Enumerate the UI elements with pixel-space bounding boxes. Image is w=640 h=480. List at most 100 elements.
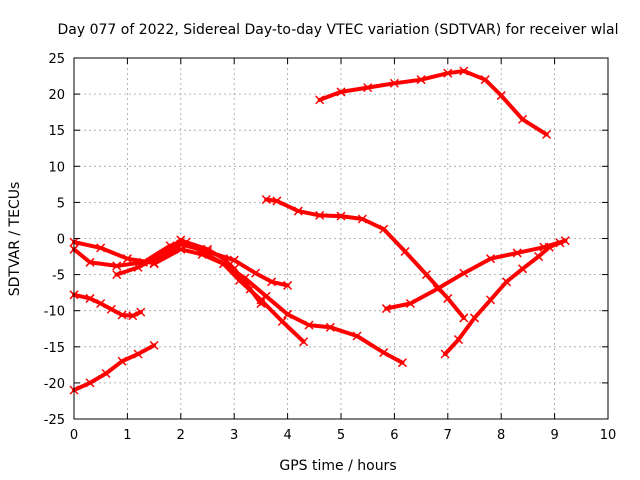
- data-point: [261, 291, 271, 301]
- data-point-stroke: [485, 295, 496, 305]
- data-point-stroke: [315, 210, 325, 220]
- series-s7: [261, 194, 469, 323]
- grid: [74, 58, 608, 419]
- data-point: [133, 262, 143, 272]
- data-point: [267, 277, 277, 287]
- data-point-stroke: [443, 68, 453, 78]
- y-axis-title: SDTVAR / TECUs: [7, 182, 23, 297]
- data-point: [453, 335, 464, 345]
- data-point-stroke: [397, 358, 407, 368]
- data-point-stroke: [96, 298, 106, 309]
- data-point: [443, 293, 453, 303]
- data-point: [560, 236, 570, 246]
- data-point: [176, 235, 186, 245]
- data-point-stroke: [440, 349, 450, 359]
- data-point: [518, 264, 528, 274]
- y-tick-label: 15: [48, 124, 65, 139]
- data-point-stroke: [122, 254, 132, 264]
- x-tick-label: 3: [230, 428, 238, 443]
- y-tick-label: 5: [57, 196, 65, 211]
- data-point: [299, 337, 309, 347]
- data-point: [218, 259, 229, 269]
- data-point: [101, 368, 111, 379]
- data-point-stroke: [459, 313, 469, 323]
- data-point: [256, 295, 266, 305]
- data-point-stroke: [299, 337, 309, 347]
- series-line: [72, 343, 157, 393]
- data-point-stroke: [261, 194, 271, 205]
- x-tick-label: 8: [497, 428, 505, 443]
- data-point-stroke: [267, 277, 277, 287]
- data-point: [440, 349, 450, 359]
- data-point-stroke: [176, 235, 186, 245]
- data-point-stroke: [485, 254, 496, 264]
- data-point: [315, 95, 325, 105]
- data-point-stroke: [85, 293, 95, 303]
- data-point-stroke: [459, 66, 469, 76]
- data-point: [416, 75, 426, 85]
- data-point-stroke: [443, 293, 453, 303]
- series-line: [384, 238, 568, 311]
- data-point-stroke: [459, 268, 469, 278]
- x-tick-label: 7: [444, 428, 452, 443]
- data-point: [325, 322, 335, 332]
- data-point: [261, 194, 271, 205]
- data-point-stroke: [96, 243, 106, 253]
- data-point-stroke: [534, 252, 544, 262]
- data-point-stroke: [136, 307, 146, 317]
- series-s2: [69, 290, 146, 321]
- data-point: [480, 75, 490, 85]
- data-point-stroke: [261, 291, 271, 301]
- data-point-stroke: [518, 264, 528, 274]
- y-tick-label: 25: [48, 52, 65, 67]
- y-tick-label: -5: [52, 269, 65, 284]
- data-point-stroke: [112, 261, 122, 271]
- data-point: [122, 254, 132, 264]
- data-point: [496, 91, 506, 101]
- data-point: [272, 196, 282, 206]
- data-point: [197, 249, 207, 259]
- data-point: [352, 331, 362, 341]
- data-point-stroke: [283, 280, 293, 290]
- data-point: [379, 224, 389, 234]
- y-tick-label: -25: [44, 413, 65, 428]
- data-point-stroke: [352, 331, 362, 341]
- data-point: [459, 313, 469, 323]
- data-point-stroke: [315, 95, 325, 105]
- data-point: [106, 304, 116, 314]
- y-tick-label: 10: [48, 160, 65, 175]
- data-point-stroke: [496, 91, 506, 101]
- data-series: [69, 66, 570, 395]
- data-point: [112, 270, 122, 280]
- data-point: [379, 348, 389, 358]
- data-point-stroke: [502, 277, 512, 287]
- x-tick-label: 6: [390, 428, 398, 443]
- data-point-stroke: [469, 313, 480, 323]
- data-point-stroke: [149, 259, 159, 269]
- data-point-stroke: [453, 335, 464, 345]
- x-tick-label: 4: [283, 428, 291, 443]
- data-point: [133, 349, 143, 359]
- data-point: [555, 238, 565, 248]
- data-point: [459, 66, 469, 76]
- data-point: [96, 298, 106, 309]
- data-point-stroke: [432, 284, 442, 294]
- chart-title: Day 077 of 2022, Sidereal Day-to-day VTE…: [57, 22, 618, 38]
- data-point: [117, 356, 127, 366]
- data-point: [336, 211, 346, 221]
- data-point: [96, 243, 106, 253]
- data-point-stroke: [197, 249, 207, 259]
- data-point-stroke: [379, 348, 389, 358]
- data-point: [389, 78, 399, 88]
- x-tick-label: 10: [600, 428, 617, 443]
- data-point-stroke: [128, 311, 138, 321]
- data-point-stroke: [336, 87, 346, 97]
- y-tick-label: -15: [44, 341, 65, 356]
- data-point: [293, 206, 303, 216]
- data-point: [544, 242, 554, 252]
- data-point-stroke: [542, 130, 552, 140]
- data-point: [421, 270, 431, 280]
- data-point: [400, 246, 410, 257]
- data-point-stroke: [389, 78, 399, 88]
